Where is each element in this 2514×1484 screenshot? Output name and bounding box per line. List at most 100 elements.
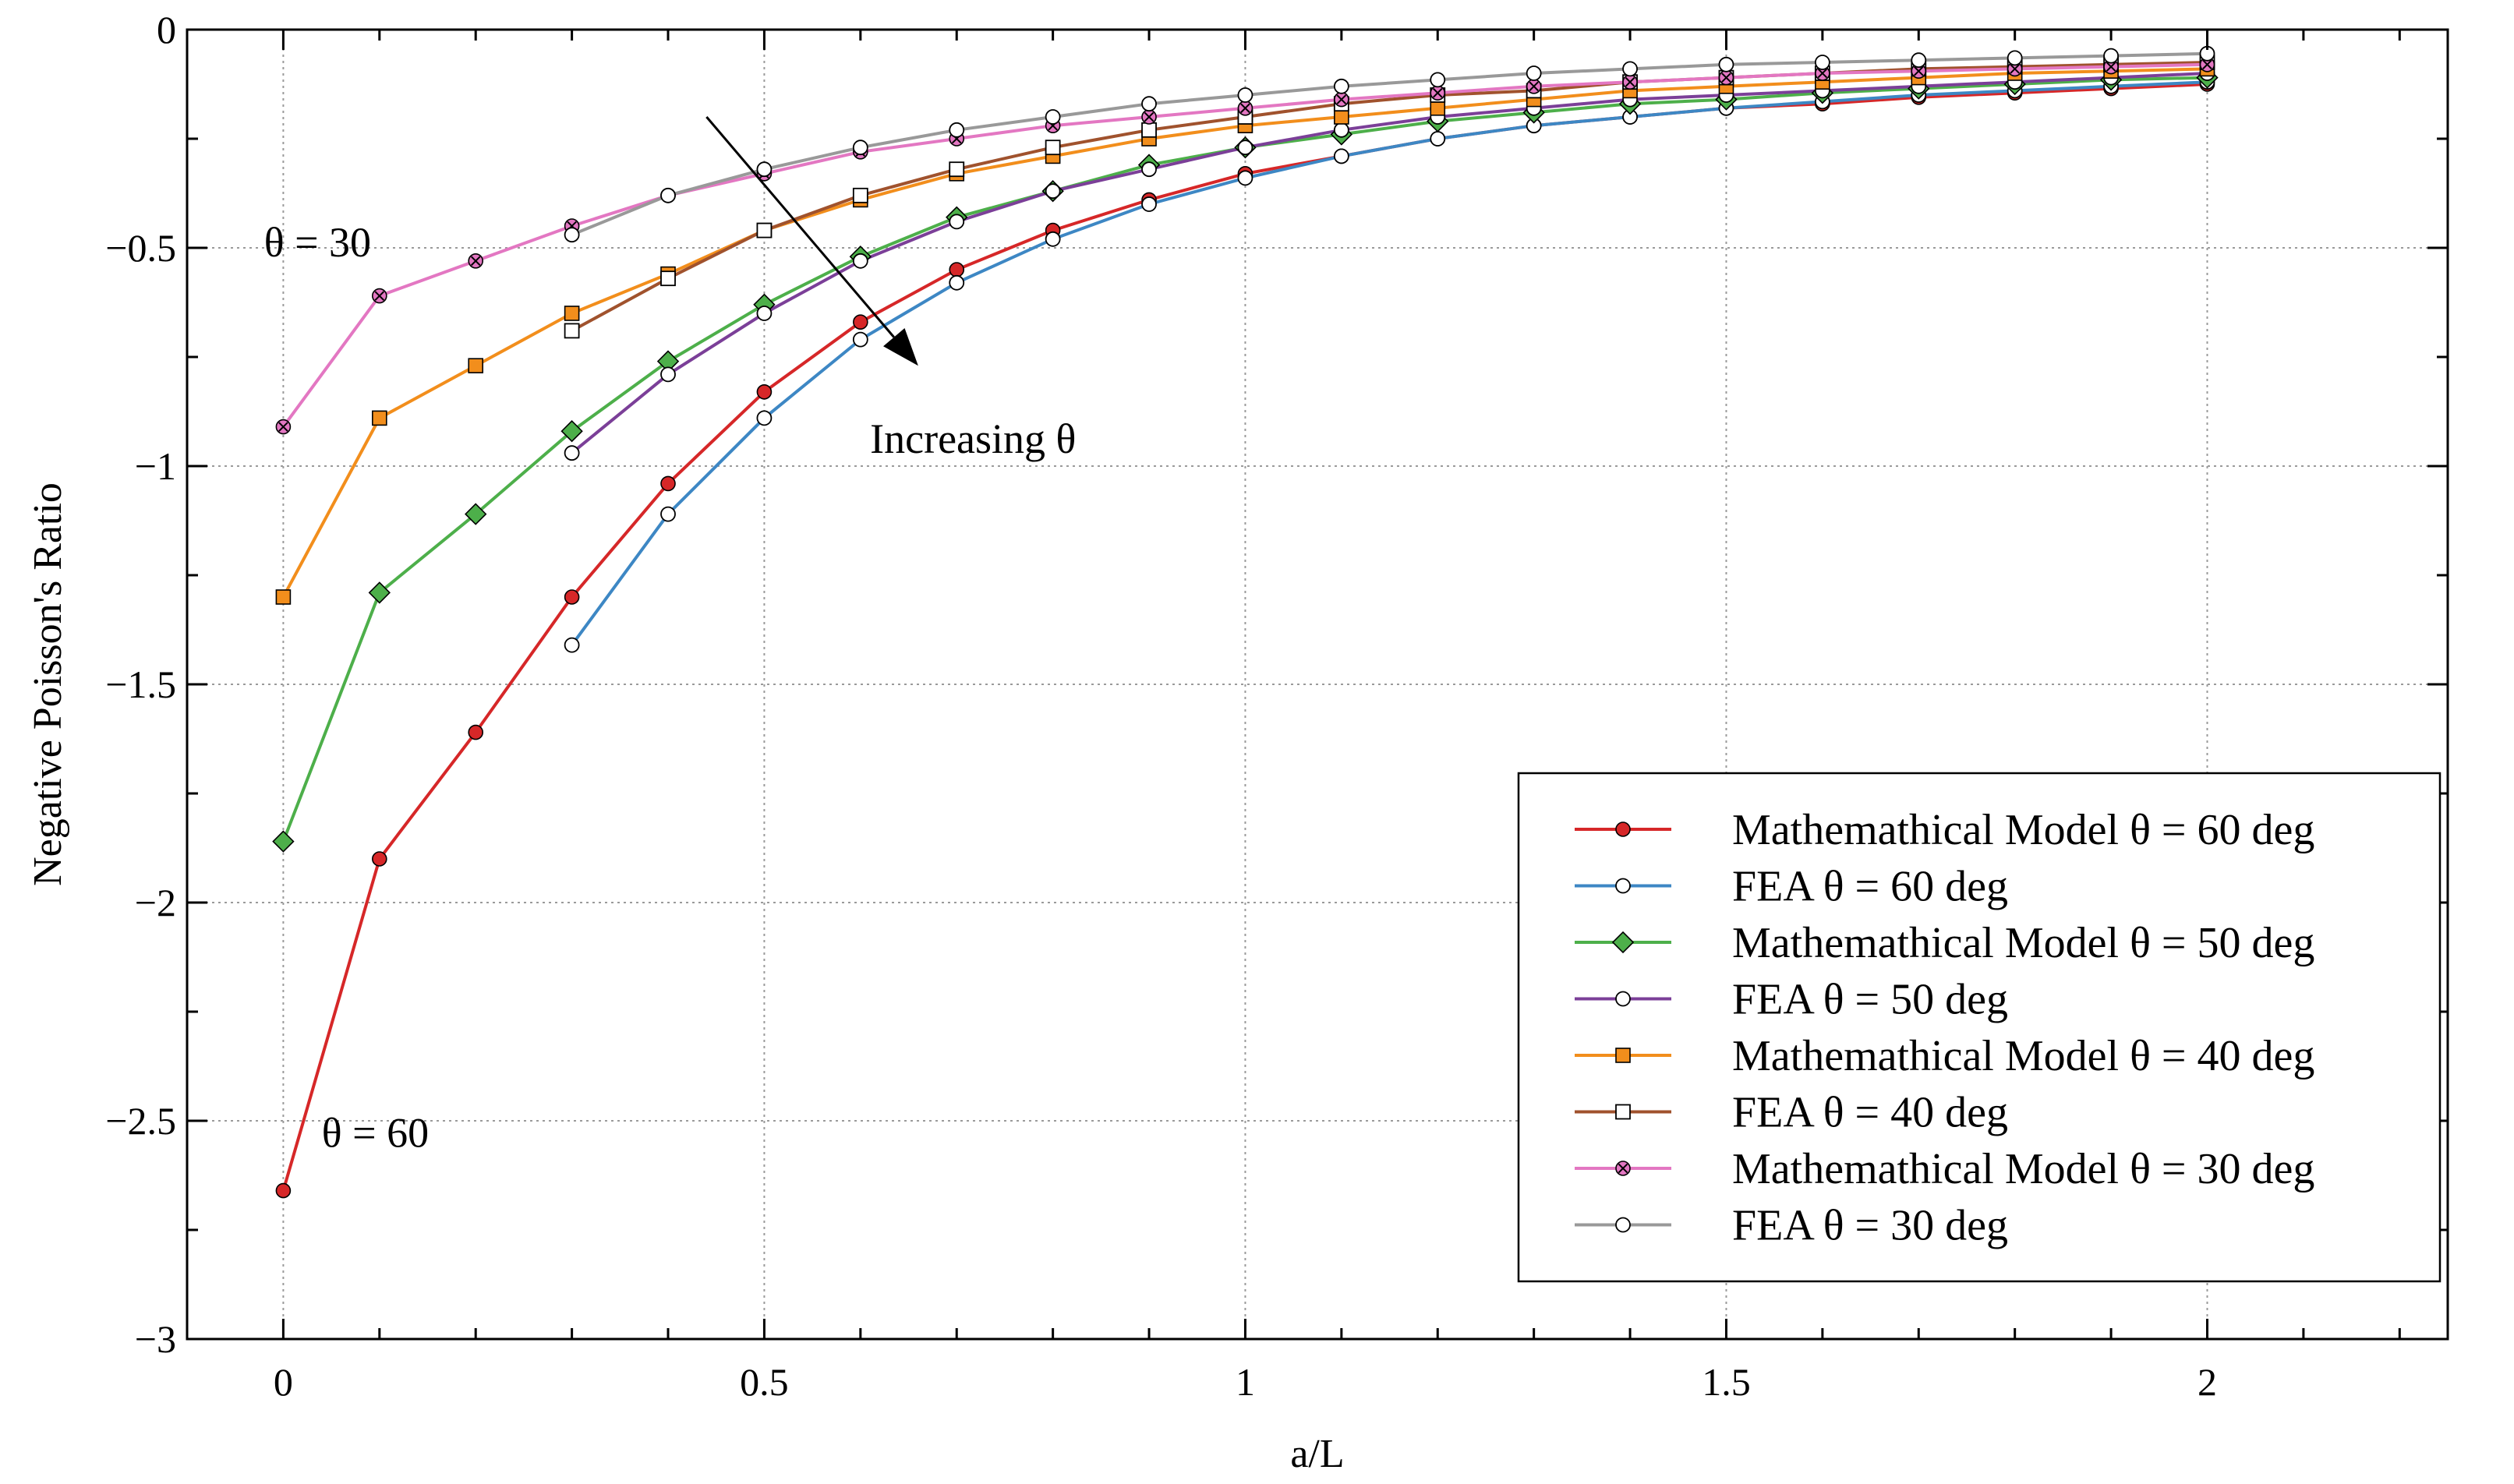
data-point — [564, 323, 580, 339]
data-point — [1611, 931, 1635, 954]
data-point — [1430, 85, 1446, 101]
data-point — [275, 419, 292, 435]
data-point — [372, 410, 387, 426]
legend-label: FEA θ = 30 deg — [1732, 1202, 2008, 1250]
series-group — [272, 45, 2219, 1199]
data-point — [468, 253, 484, 269]
data-point — [372, 288, 387, 304]
data-point — [272, 830, 295, 853]
legend-label: Mathemathical Model θ = 60 deg — [1732, 806, 2314, 854]
series-4 — [571, 72, 2208, 454]
data-point — [1615, 991, 1631, 1007]
legend-entry: Mathemathical Model θ = 50 deg — [1575, 919, 2314, 967]
data-point — [660, 187, 676, 203]
data-point — [1430, 72, 1446, 88]
data-point — [949, 214, 965, 230]
series-line — [571, 72, 2208, 454]
data-point — [949, 274, 965, 291]
data-point — [756, 222, 773, 238]
data-point — [372, 851, 387, 867]
legend-entry: FEA θ = 60 deg — [1575, 863, 2008, 911]
x-tick-label: 1 — [1236, 1360, 1255, 1404]
data-point — [1141, 161, 1157, 178]
legend-entry: Mathemathical Model θ = 40 deg — [1575, 1032, 2314, 1080]
data-point — [2103, 58, 2119, 75]
data-point — [1615, 1217, 1631, 1233]
series-line — [571, 61, 2208, 333]
y-tick-label: −0.5 — [105, 226, 176, 270]
legend-entry: FEA θ = 40 deg — [1575, 1089, 2008, 1137]
series-8 — [571, 51, 2208, 237]
annotation-label: Increasing θ — [870, 415, 1076, 462]
x-tick-label: 0 — [274, 1360, 293, 1404]
legend-label: FEA θ = 40 deg — [1732, 1089, 2008, 1137]
data-point — [564, 637, 580, 653]
x-tick-label: 0.5 — [740, 1360, 789, 1404]
data-point — [468, 358, 484, 374]
legend-entry: FEA θ = 30 deg — [1575, 1202, 2008, 1250]
y-tick-label: 0 — [157, 8, 176, 51]
data-point — [1615, 1104, 1631, 1120]
legend-box — [1517, 772, 2442, 1283]
data-point — [1615, 878, 1631, 894]
data-point — [468, 724, 484, 740]
data-point — [1718, 56, 1734, 72]
data-point — [1237, 170, 1253, 186]
series-line — [571, 51, 2208, 237]
data-point — [1045, 109, 1061, 125]
data-point — [756, 306, 773, 321]
data-point — [1615, 1161, 1631, 1176]
data-point — [465, 503, 487, 525]
series-markers-4 — [564, 65, 2215, 461]
data-point — [756, 383, 773, 400]
legend-entry: FEA θ = 50 deg — [1575, 976, 2008, 1024]
data-point — [564, 227, 580, 243]
annotations: θ = 30 θ = 60 Increasing θ — [264, 116, 1076, 1157]
legend: Mathemathical Model θ = 60 deg FEA θ = 60… — [1517, 772, 2442, 1283]
data-point — [1045, 183, 1061, 200]
data-point — [2007, 50, 2023, 66]
data-point — [1622, 74, 1638, 90]
data-point — [275, 1182, 292, 1199]
y-tick-label: −1 — [135, 444, 176, 488]
data-point — [560, 420, 583, 443]
data-point — [1237, 87, 1253, 103]
y-tick-label: −2.5 — [105, 1099, 176, 1143]
annotation-label: θ = 60 — [322, 1110, 429, 1157]
arrow-head — [883, 327, 918, 366]
data-point — [2007, 61, 2023, 77]
data-point — [1141, 196, 1157, 212]
data-point — [853, 314, 868, 330]
data-point — [1237, 101, 1253, 116]
data-point — [852, 253, 868, 269]
data-point — [1615, 1048, 1631, 1063]
series-markers-7 — [275, 57, 2215, 435]
legend-entry: Mathemathical Model θ = 60 deg — [1575, 806, 2314, 854]
data-point — [1526, 65, 1542, 81]
data-point — [368, 581, 391, 604]
data-point — [1815, 65, 1830, 81]
series-2 — [571, 80, 2208, 646]
series-line — [571, 80, 2208, 646]
data-point — [1237, 140, 1253, 156]
data-point — [1334, 91, 1349, 108]
data-point — [1718, 69, 1734, 86]
data-point — [564, 306, 580, 321]
data-point — [660, 366, 676, 383]
data-point — [852, 140, 868, 156]
data-point — [1141, 96, 1157, 112]
x-tick-label: 1.5 — [1702, 1360, 1751, 1404]
data-point — [660, 270, 676, 287]
data-point — [949, 262, 965, 277]
x-axis-title: a/L — [1290, 1432, 1344, 1476]
x-tick-label: 2 — [2198, 1360, 2217, 1404]
data-point — [1622, 61, 1638, 77]
data-point — [852, 331, 868, 348]
legend-label: Mathemathical Model θ = 30 deg — [1732, 1145, 2314, 1193]
y-tick-label: −3 — [135, 1317, 176, 1361]
series-markers-8 — [564, 45, 2215, 243]
data-point — [1141, 109, 1157, 125]
data-point — [1334, 109, 1349, 125]
data-point — [756, 410, 773, 426]
